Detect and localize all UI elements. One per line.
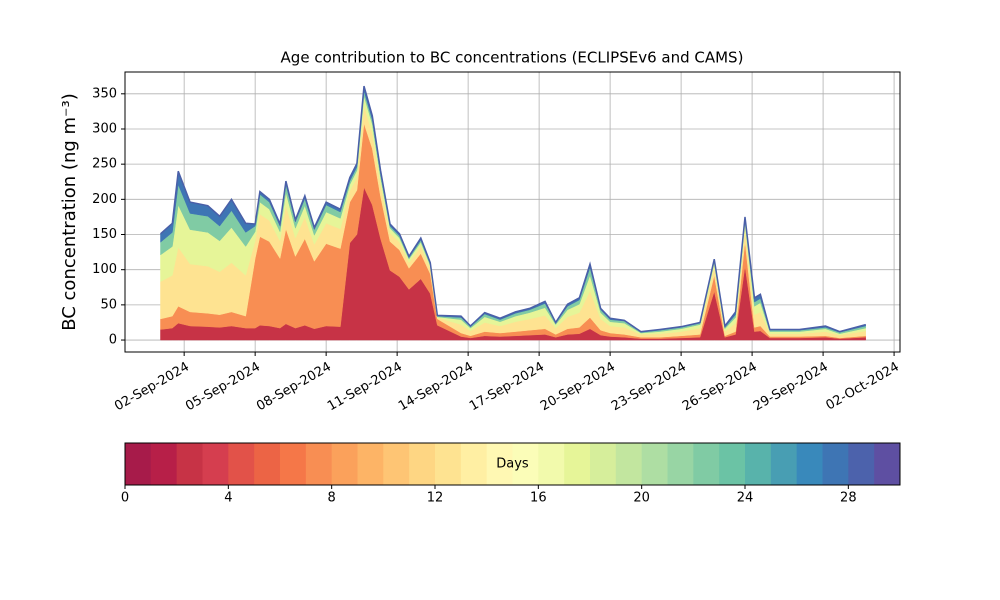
colorbar-cell: [796, 443, 823, 485]
colorbar-cell: [615, 443, 643, 485]
colorbar-cell: [848, 443, 875, 485]
colorbar-cell: [460, 443, 488, 485]
x-tick-label: 08-Sep-2024: [254, 360, 334, 415]
colorbar-cell: [435, 443, 462, 485]
colorbar-cell: [254, 443, 281, 485]
colorbar-tick-label: 24: [737, 491, 754, 506]
colorbar-tick-label: 4: [224, 491, 232, 506]
colorbar-tick-label: 12: [427, 491, 444, 506]
colorbar-cell: [693, 443, 720, 485]
colorbar-cell: [228, 443, 255, 485]
colorbar-cell: [538, 443, 565, 485]
y-tick-label: 300: [92, 121, 117, 136]
colorbar-tick-label: 0: [121, 491, 129, 506]
y-tick-label: 200: [92, 192, 117, 207]
colorbar-cell: [874, 443, 901, 485]
colorbar-frame: [124, 442, 901, 486]
colorbar-cell: [745, 443, 772, 485]
colorbar-cell: [667, 443, 694, 485]
y-tick-label: 250: [92, 157, 117, 172]
chart-title: Age contribution to BC concentrations (E…: [281, 49, 744, 67]
colorbar-tick-label: 28: [840, 491, 857, 506]
colorbar-cell: [305, 443, 333, 485]
x-tick-label: 17-Sep-2024: [467, 360, 547, 415]
colorbar-cell: [641, 443, 668, 485]
colorbar-tick-label: 16: [530, 491, 547, 506]
x-tick-label: 02-Oct-2024: [823, 360, 901, 414]
colorbar-cell: [280, 443, 307, 485]
y-tick-label: 100: [92, 262, 117, 277]
colorbar-cell: [357, 443, 384, 485]
colorbar-cell: [564, 443, 591, 485]
y-tick-label: 150: [92, 227, 117, 242]
colorbar-cell: [486, 443, 513, 485]
colorbar-cell: [590, 443, 617, 485]
colorbar-cell: [822, 443, 849, 485]
colorbar-cell: [150, 443, 178, 485]
y-axis-label: BC concentration (ng m⁻³): [59, 93, 80, 331]
y-tick-label: 50: [100, 297, 117, 312]
axes-frame: [124, 71, 901, 353]
x-tick-label: 29-Sep-2024: [751, 360, 831, 415]
y-tick-label: 350: [92, 86, 117, 101]
x-tick-label: 14-Sep-2024: [396, 360, 476, 415]
x-tick-label: 05-Sep-2024: [183, 360, 263, 415]
y-tick-label: 0: [109, 333, 117, 348]
colorbar-tick-label: 8: [328, 491, 336, 506]
colorbar-cell: [125, 443, 152, 485]
colorbar-cell: [512, 443, 539, 485]
colorbar-cell: [719, 443, 746, 485]
colorbar-cell: [331, 443, 358, 485]
top-outline: [159, 85, 866, 333]
x-tick-label: 02-Sep-2024: [112, 360, 192, 415]
x-tick-label: 23-Sep-2024: [609, 360, 689, 415]
x-tick-label: 11-Sep-2024: [325, 360, 405, 415]
colorbar-cell: [176, 443, 203, 485]
colorbar-cell: [383, 443, 410, 485]
colorbar-cell: [770, 443, 798, 485]
colorbar-cell: [409, 443, 436, 485]
colorbar-cell: [202, 443, 229, 485]
x-tick-label: 20-Sep-2024: [538, 360, 618, 415]
colorbar-label: Days: [496, 457, 529, 472]
x-tick-label: 26-Sep-2024: [680, 360, 760, 415]
colorbar-tick-label: 20: [633, 491, 650, 506]
